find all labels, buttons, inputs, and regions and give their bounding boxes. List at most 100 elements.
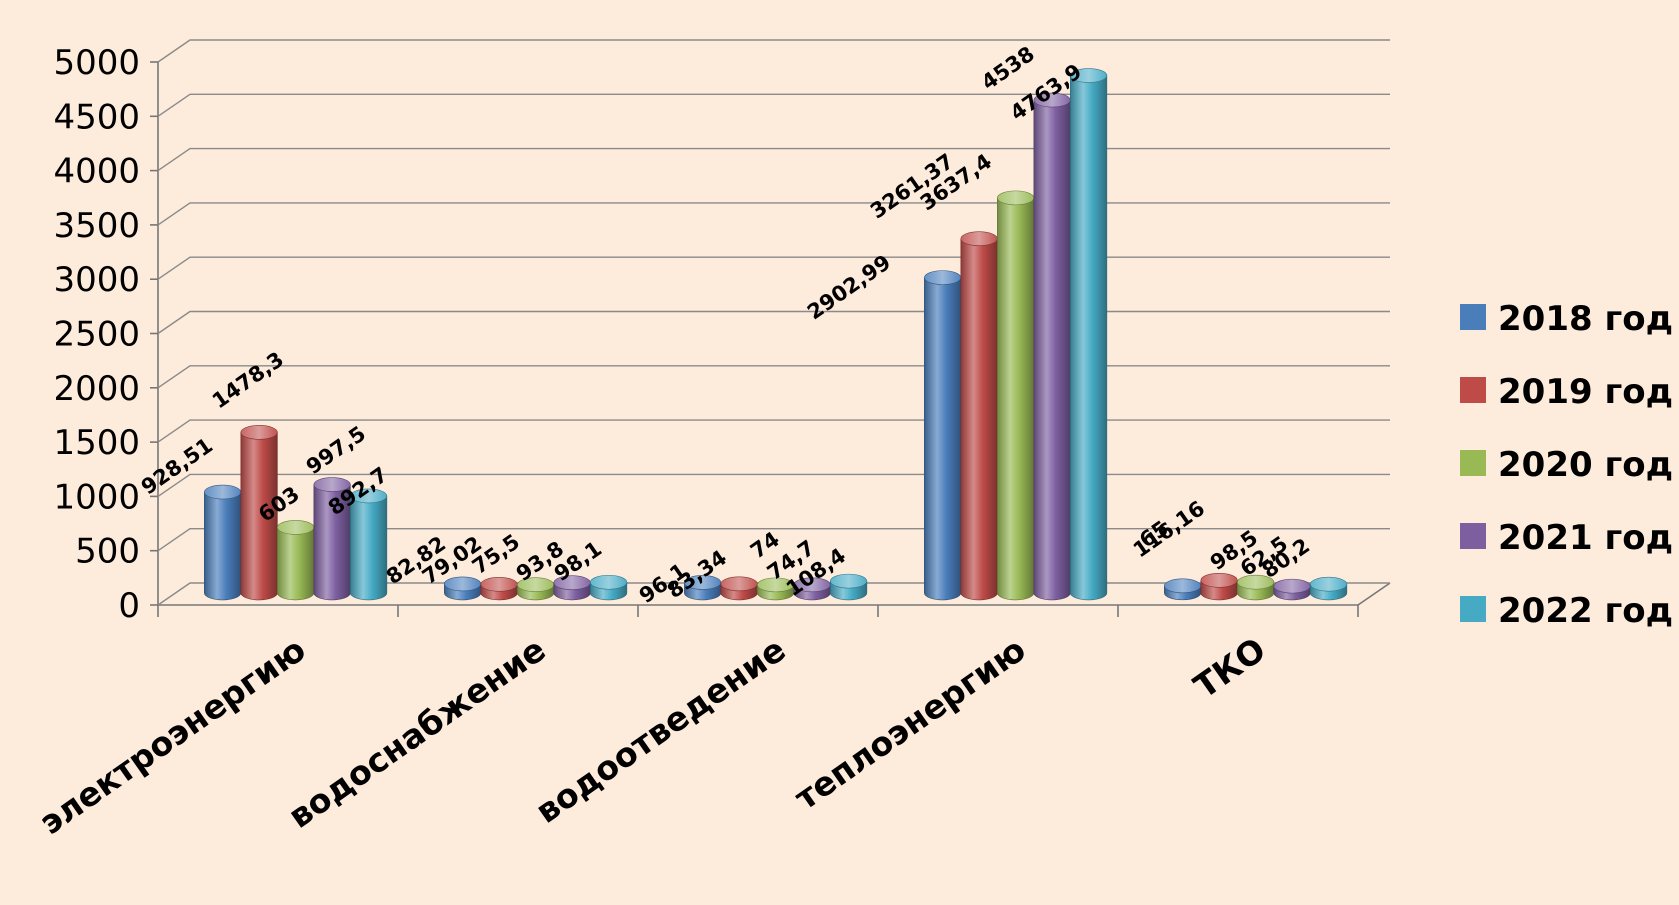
bar-body bbox=[313, 484, 351, 601]
gridline bbox=[157, 310, 1390, 335]
bar bbox=[997, 190, 1035, 601]
bar-body bbox=[277, 527, 315, 601]
bar bbox=[684, 575, 722, 601]
bar-cap bbox=[590, 574, 628, 590]
bar-cap bbox=[830, 573, 868, 589]
bar-cap bbox=[1273, 578, 1311, 594]
bar bbox=[830, 573, 868, 601]
x-tick-label: теплоэнергию bbox=[787, 630, 1032, 818]
bar-body bbox=[924, 277, 962, 601]
bar bbox=[1237, 574, 1275, 601]
bars bbox=[204, 68, 1348, 601]
legend-item: 2021 год bbox=[1460, 518, 1673, 558]
bar-body bbox=[350, 495, 388, 601]
bar bbox=[277, 520, 315, 601]
bar-body bbox=[1033, 99, 1071, 601]
data-label: 997,5 bbox=[302, 421, 370, 479]
bar-cap bbox=[1310, 576, 1348, 592]
legend-label: 2020 год bbox=[1498, 445, 1673, 485]
legend-label: 2021 год bbox=[1498, 518, 1673, 558]
legend-swatch bbox=[1460, 304, 1486, 330]
y-tick-label: 3000 bbox=[53, 260, 140, 300]
bar-body bbox=[240, 432, 278, 601]
y-tick-label: 4000 bbox=[53, 152, 140, 192]
bar-cap bbox=[1237, 574, 1275, 590]
bar-cap bbox=[480, 577, 518, 592]
floor-right-edge bbox=[1357, 582, 1391, 606]
gridline bbox=[157, 256, 1390, 280]
bar bbox=[960, 231, 998, 601]
data-label: 4538 bbox=[977, 42, 1039, 95]
x-tick-label: электроэнергию bbox=[32, 630, 312, 842]
legend-label: 2018 год bbox=[1498, 299, 1673, 339]
bar-cap bbox=[204, 484, 242, 500]
y-tick-label: 0 bbox=[118, 586, 140, 626]
bar-cap bbox=[924, 270, 962, 285]
bar bbox=[240, 425, 278, 601]
bar-cap bbox=[350, 488, 388, 504]
legend-item: 2020 год bbox=[1460, 445, 1673, 485]
bar-cap bbox=[720, 576, 758, 592]
bar bbox=[720, 576, 758, 601]
bar bbox=[553, 575, 591, 601]
y-axis-ticks: 0 500 1000 1500 2000 2500 3000 3500 4000 4500 5000 bbox=[53, 43, 140, 626]
y-tick-label: 5000 bbox=[53, 43, 140, 83]
gridline bbox=[157, 93, 1390, 117]
legend-swatch bbox=[1460, 596, 1486, 622]
y-tick-label: 1000 bbox=[53, 477, 140, 517]
bar-cap bbox=[960, 231, 998, 247]
y-tick-label: 2500 bbox=[53, 315, 140, 355]
bar bbox=[757, 577, 795, 601]
bar bbox=[444, 576, 482, 601]
legend-swatch bbox=[1460, 523, 1486, 549]
bar bbox=[924, 270, 962, 601]
x-tick-label: ТКО bbox=[1187, 630, 1273, 706]
bar-cap bbox=[1200, 572, 1238, 588]
bar bbox=[517, 577, 555, 601]
legend-item: 2019 год bbox=[1460, 372, 1673, 412]
legend-item: 2018 год bbox=[1460, 299, 1673, 339]
bar-body bbox=[997, 197, 1035, 601]
y-tick-label: 2000 bbox=[53, 369, 140, 409]
bar-cap bbox=[997, 190, 1035, 206]
legend-item: 2022 год bbox=[1460, 591, 1673, 631]
bar-cap bbox=[1164, 578, 1202, 594]
bar bbox=[204, 484, 242, 601]
data-label: 2902,99 bbox=[803, 250, 895, 325]
data-labels: 928,511478,3603997,5892,782,8279,0275,59… bbox=[137, 42, 1314, 608]
y-tick-label: 1500 bbox=[53, 423, 140, 463]
x-axis-ticks: электроэнергиюводоснабжениеводоотведение… bbox=[32, 630, 1272, 842]
y-tick-label: 3500 bbox=[53, 206, 140, 246]
data-label: 1478,3 bbox=[208, 347, 288, 413]
bar bbox=[1310, 576, 1348, 601]
bar bbox=[1200, 572, 1238, 601]
x-tick-label: водоотведение bbox=[528, 630, 792, 831]
gridline bbox=[157, 202, 1390, 226]
x-tick-label: водоснабжение bbox=[281, 630, 552, 836]
bar bbox=[1273, 578, 1311, 601]
legend-swatch bbox=[1460, 377, 1486, 403]
legend-swatch bbox=[1460, 450, 1486, 476]
gridline bbox=[157, 147, 1390, 172]
data-label: 928,51 bbox=[137, 433, 217, 499]
bar-cap bbox=[313, 477, 351, 492]
bar-body bbox=[204, 491, 242, 601]
gridline bbox=[157, 365, 1390, 389]
bar bbox=[350, 488, 388, 601]
legend-label: 2022 год bbox=[1498, 591, 1673, 631]
y-tick-label: 4500 bbox=[53, 97, 140, 137]
bar bbox=[313, 477, 351, 601]
bar-cap bbox=[1070, 68, 1108, 83]
bar bbox=[590, 574, 628, 601]
bar-cap bbox=[240, 425, 278, 440]
legend-label: 2019 год bbox=[1498, 372, 1673, 412]
bar-body bbox=[1070, 75, 1108, 601]
bar-cap bbox=[277, 520, 315, 535]
y-tick-label: 500 bbox=[75, 532, 140, 572]
bar bbox=[1070, 68, 1108, 601]
bar bbox=[480, 577, 518, 601]
bar-body bbox=[960, 238, 998, 601]
gridline bbox=[157, 39, 1390, 63]
bar-cap bbox=[444, 576, 482, 592]
